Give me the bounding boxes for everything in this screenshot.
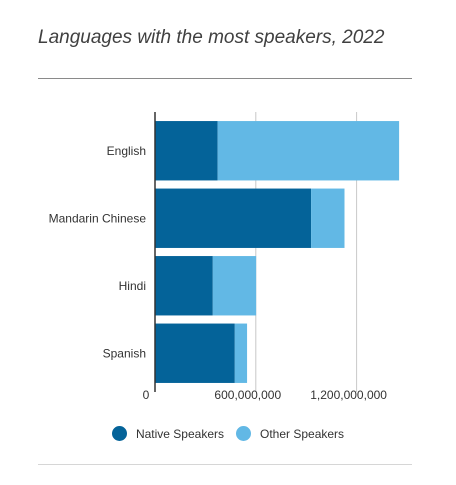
category-label-spanish: Spanish: [103, 346, 146, 360]
bar-chart: English Mandarin Chinese Hindi Spanish 0 600,…: [49, 112, 400, 402]
legend-swatch-other: [236, 426, 251, 441]
legend-label-native: Native Speakers: [135, 426, 224, 441]
bar-spanish-other: [234, 323, 248, 383]
x-tick-label-1: 600,000,000: [214, 388, 281, 402]
legend-item-native[interactable]: Native Speakers: [111, 426, 224, 441]
legend-item-other[interactable]: Other Speakers: [236, 426, 344, 441]
legend-label-other: Other Speakers: [260, 426, 345, 441]
bar-english-native: [155, 121, 218, 181]
category-label-hindi: Hindi: [119, 279, 146, 293]
title-divider: [38, 78, 412, 79]
legend-swatch-native: [111, 426, 127, 441]
bar-mandarin-chinese-native: [155, 188, 312, 248]
footer-divider: [38, 464, 412, 465]
bar-spanish-native: [155, 323, 235, 383]
category-label-english: English: [107, 144, 146, 158]
bar-mandarin-chinese-other: [311, 188, 345, 248]
bar-english-other: [217, 121, 400, 181]
bar-hindi-other: [212, 256, 257, 316]
bar-hindi-native: [155, 256, 213, 316]
x-tick-label-2: 1,200,000,000: [310, 388, 387, 402]
legend: Native Speakers Other Speakers: [0, 426, 456, 441]
category-label-mandarin-chinese: Mandarin Chinese: [49, 211, 147, 225]
chart-title: Languages with the most speakers, 2022: [38, 27, 385, 48]
x-tick-label-0: 0: [143, 388, 150, 402]
